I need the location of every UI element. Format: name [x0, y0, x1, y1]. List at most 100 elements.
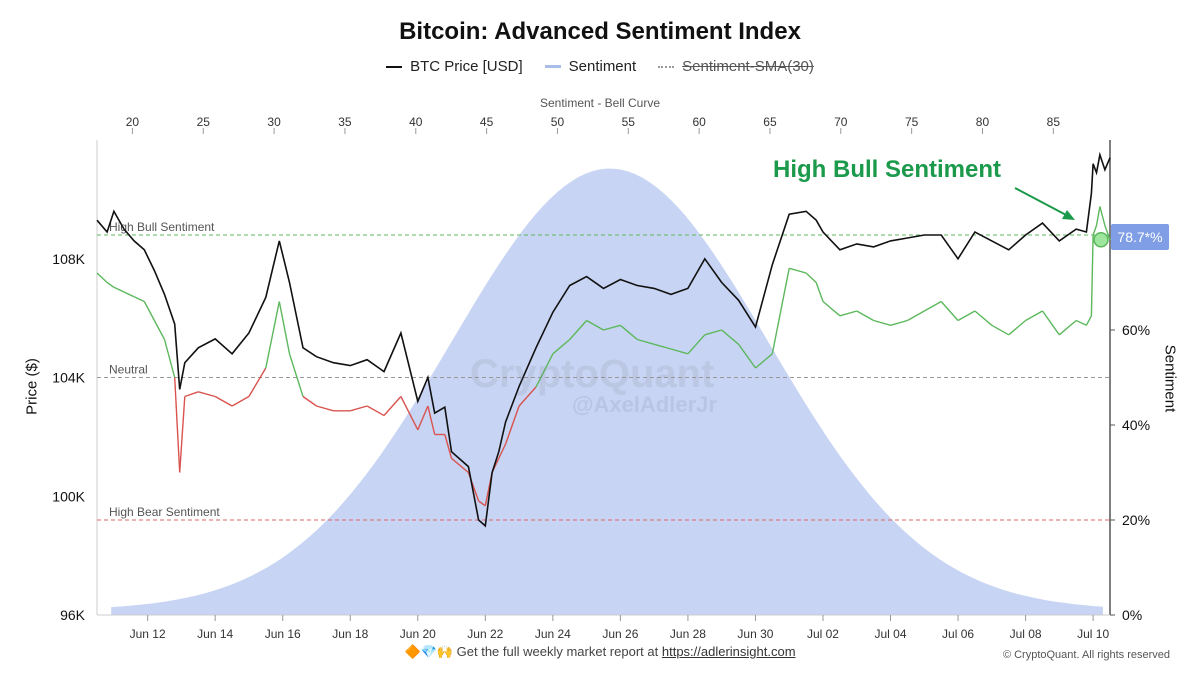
sentiment-segment [366, 405, 385, 417]
x-tick-label: Jul 06 [942, 627, 974, 641]
sentiment-segment [113, 286, 125, 293]
sentiment-segment [1099, 206, 1106, 226]
ref-label-bull: High Bull Sentiment [109, 220, 215, 234]
sentiment-segment [873, 319, 891, 326]
sentiment-segment [288, 353, 304, 397]
sentiment-segment [1090, 234, 1094, 316]
left-tick-label: 96K [60, 607, 86, 623]
sentiment-segment [907, 310, 925, 322]
legend-swatch [386, 65, 403, 68]
sentiment-segment [163, 339, 176, 378]
sentiment-segment [1008, 319, 1027, 336]
sentiment-segment [687, 334, 706, 355]
sentiment-segment [451, 457, 469, 474]
sentiment-segment [1041, 310, 1060, 336]
sentiment-segment [1095, 206, 1101, 226]
top-tick-label: 60 [692, 115, 706, 129]
x-tick-label: Jun 12 [130, 627, 166, 641]
sentiment-segment [106, 281, 115, 288]
sentiment-segment [478, 500, 486, 507]
current-sentiment-marker [1093, 232, 1109, 248]
x-tick-label: Jun 14 [197, 627, 233, 641]
sentiment-segment [535, 353, 554, 388]
sentiment-segment [805, 272, 817, 284]
sentiment-segment [302, 395, 317, 407]
sentiment-segment [153, 320, 166, 340]
legend-item-sentiment[interactable]: Sentiment [544, 58, 637, 75]
chart-title: Bitcoin: Advanced Sentiment Index [399, 18, 801, 45]
sentiment-segment [498, 443, 507, 459]
sentiment-segment [974, 310, 993, 326]
footer-icons: 🔶💎🙌 [404, 644, 454, 659]
sentiment-segment [771, 268, 790, 354]
sentiment-segment [957, 310, 976, 322]
sentiment-segment [214, 395, 233, 407]
sentiment-segment [417, 405, 429, 431]
top-tick-label: 30 [267, 115, 281, 129]
sentiment-segment [923, 300, 942, 312]
sentiment-segment [940, 301, 959, 321]
x-tick-label: Jun 30 [737, 627, 773, 641]
sentiment-segment [1058, 319, 1077, 336]
x-tick-label: Jun 24 [535, 627, 571, 641]
price-line [96, 151, 1111, 528]
x-tick-label: Jun 18 [332, 627, 368, 641]
x-tick-label: Jul 10 [1077, 627, 1109, 641]
sentiment-segment [1092, 225, 1098, 236]
sentiment-segment [444, 434, 453, 459]
sentiment-segment [670, 348, 689, 355]
sentiment-segment [637, 338, 655, 345]
callout-arrow-head [1062, 210, 1075, 220]
sentiment-segment [738, 343, 757, 369]
left-tick-label: 100K [52, 488, 85, 504]
legend-label: BTC Price [USD] [410, 58, 523, 75]
callout-label: High Bull Sentiment [773, 156, 1001, 183]
legend-label: Sentiment [568, 58, 637, 75]
sentiment-segment [350, 405, 368, 412]
sentiment-segment [815, 282, 824, 302]
sentiment-segment [184, 391, 199, 398]
top-tick-label: 65 [763, 115, 777, 129]
sentiment-segment [278, 301, 291, 354]
right-tick-label: 40% [1122, 417, 1150, 433]
sentiment-segment [198, 391, 216, 398]
x-tick-label: Jun 20 [400, 627, 436, 641]
sentiment-segment [1025, 310, 1043, 322]
bell-curve-area [111, 168, 1103, 615]
sentiment-segment [603, 324, 621, 331]
current-value-badge: 78.7*% [1111, 224, 1169, 250]
sentiment-segment [991, 324, 1010, 336]
sentiment-segment [789, 267, 807, 274]
sentiment-segment [518, 386, 537, 407]
sentiment-segment [248, 367, 267, 397]
sentiment-segment [265, 301, 280, 369]
sentiment-segment [383, 396, 402, 416]
sentiment-segment [856, 310, 874, 322]
footer-link[interactable]: https://adlerinsight.com [661, 644, 796, 659]
legend-item-sma[interactable]: Sentiment-SMA(30) [658, 58, 814, 75]
top-axis-title: Sentiment - Bell Curve [539, 96, 661, 110]
sentiment-segment [1085, 315, 1093, 326]
sentiment-segment [400, 396, 419, 431]
sentiment-segment [123, 291, 135, 298]
sentiment-segment [552, 338, 571, 355]
legend-item-price[interactable]: BTC Price [USD] [386, 58, 523, 75]
top-tick-label: 40 [409, 115, 423, 129]
sentiment-segment [822, 300, 841, 317]
top-tick-label: 45 [480, 115, 494, 129]
x-tick-label: Jun 16 [265, 627, 301, 641]
copyright: © CryptoQuant. All rights reserved [1002, 649, 1170, 661]
legend-swatch [658, 65, 675, 68]
x-tick-label: Jun 22 [467, 627, 503, 641]
watermark-author: @AxelAdlerJr [572, 392, 717, 417]
sentiment-segment [619, 324, 638, 341]
top-tick-label: 55 [622, 115, 636, 129]
footer-text: Get the full weekly market report at [456, 644, 659, 659]
top-tick-label: 25 [197, 115, 211, 129]
x-tick-label: Jul 04 [875, 627, 907, 641]
sentiment-segment [569, 320, 588, 340]
sentiment-segment [586, 319, 604, 331]
legend: BTC Price [USD] Sentiment Sentiment-SMA(… [0, 58, 1200, 75]
sentiment-segment [174, 377, 181, 473]
